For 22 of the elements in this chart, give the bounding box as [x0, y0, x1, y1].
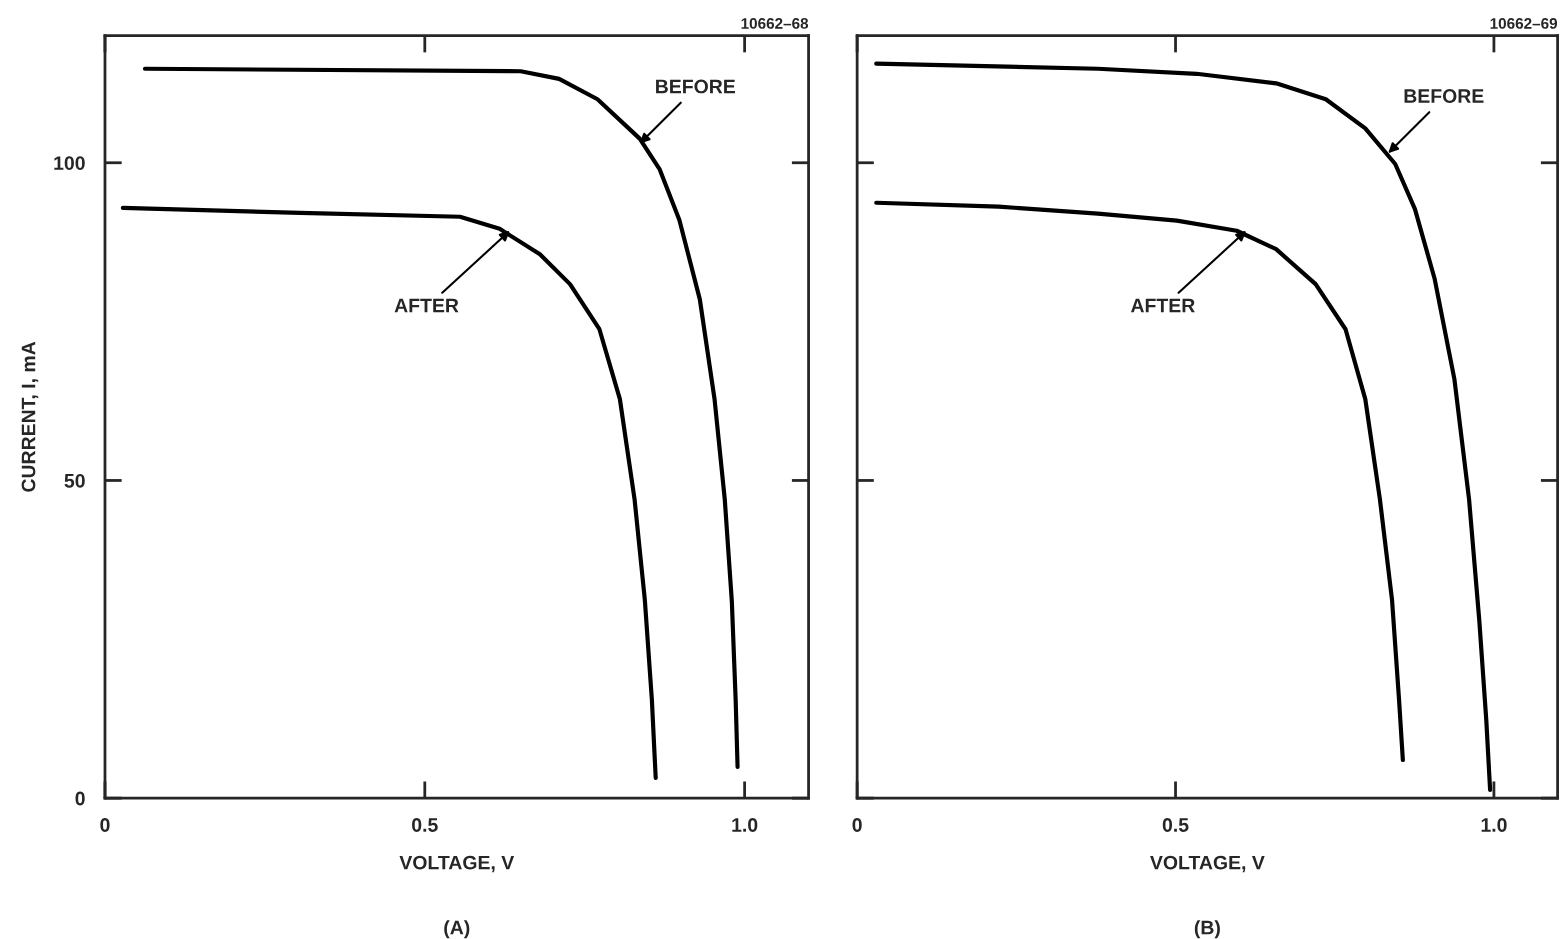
- x-tick-label: 0.5: [412, 818, 438, 832]
- text: 10662–69: [1490, 18, 1558, 29]
- annotation: AFTER: [394, 298, 459, 313]
- x-tick-label: 0: [852, 818, 862, 832]
- x-tick-label: 1.0: [732, 818, 758, 832]
- line-series: [120, 205, 658, 780]
- text: (B): [1194, 920, 1220, 939]
- annotation: BEFORE: [656, 79, 736, 94]
- x-axis-title: VOLTAGE, V: [1150, 855, 1265, 873]
- annotation: BEFORE: [1404, 89, 1484, 103]
- y-tick-label: 100: [54, 156, 85, 170]
- y-tick-label: 0: [75, 791, 85, 806]
- y-axis-title: CURRENT, I, mA: [21, 341, 39, 492]
- y-tick-label: 50: [64, 473, 85, 488]
- x-tick-label: 0.5: [1162, 818, 1189, 832]
- x-tick-label: 0: [100, 818, 110, 832]
- x-axis-title: VOLTAGE, V: [399, 855, 515, 873]
- annotation: AFTER: [1130, 298, 1195, 313]
- text: (A): [444, 920, 470, 939]
- text: 10662–68: [741, 18, 809, 29]
- line-series: [142, 66, 740, 770]
- x-tick-label: 1.0: [1481, 818, 1507, 832]
